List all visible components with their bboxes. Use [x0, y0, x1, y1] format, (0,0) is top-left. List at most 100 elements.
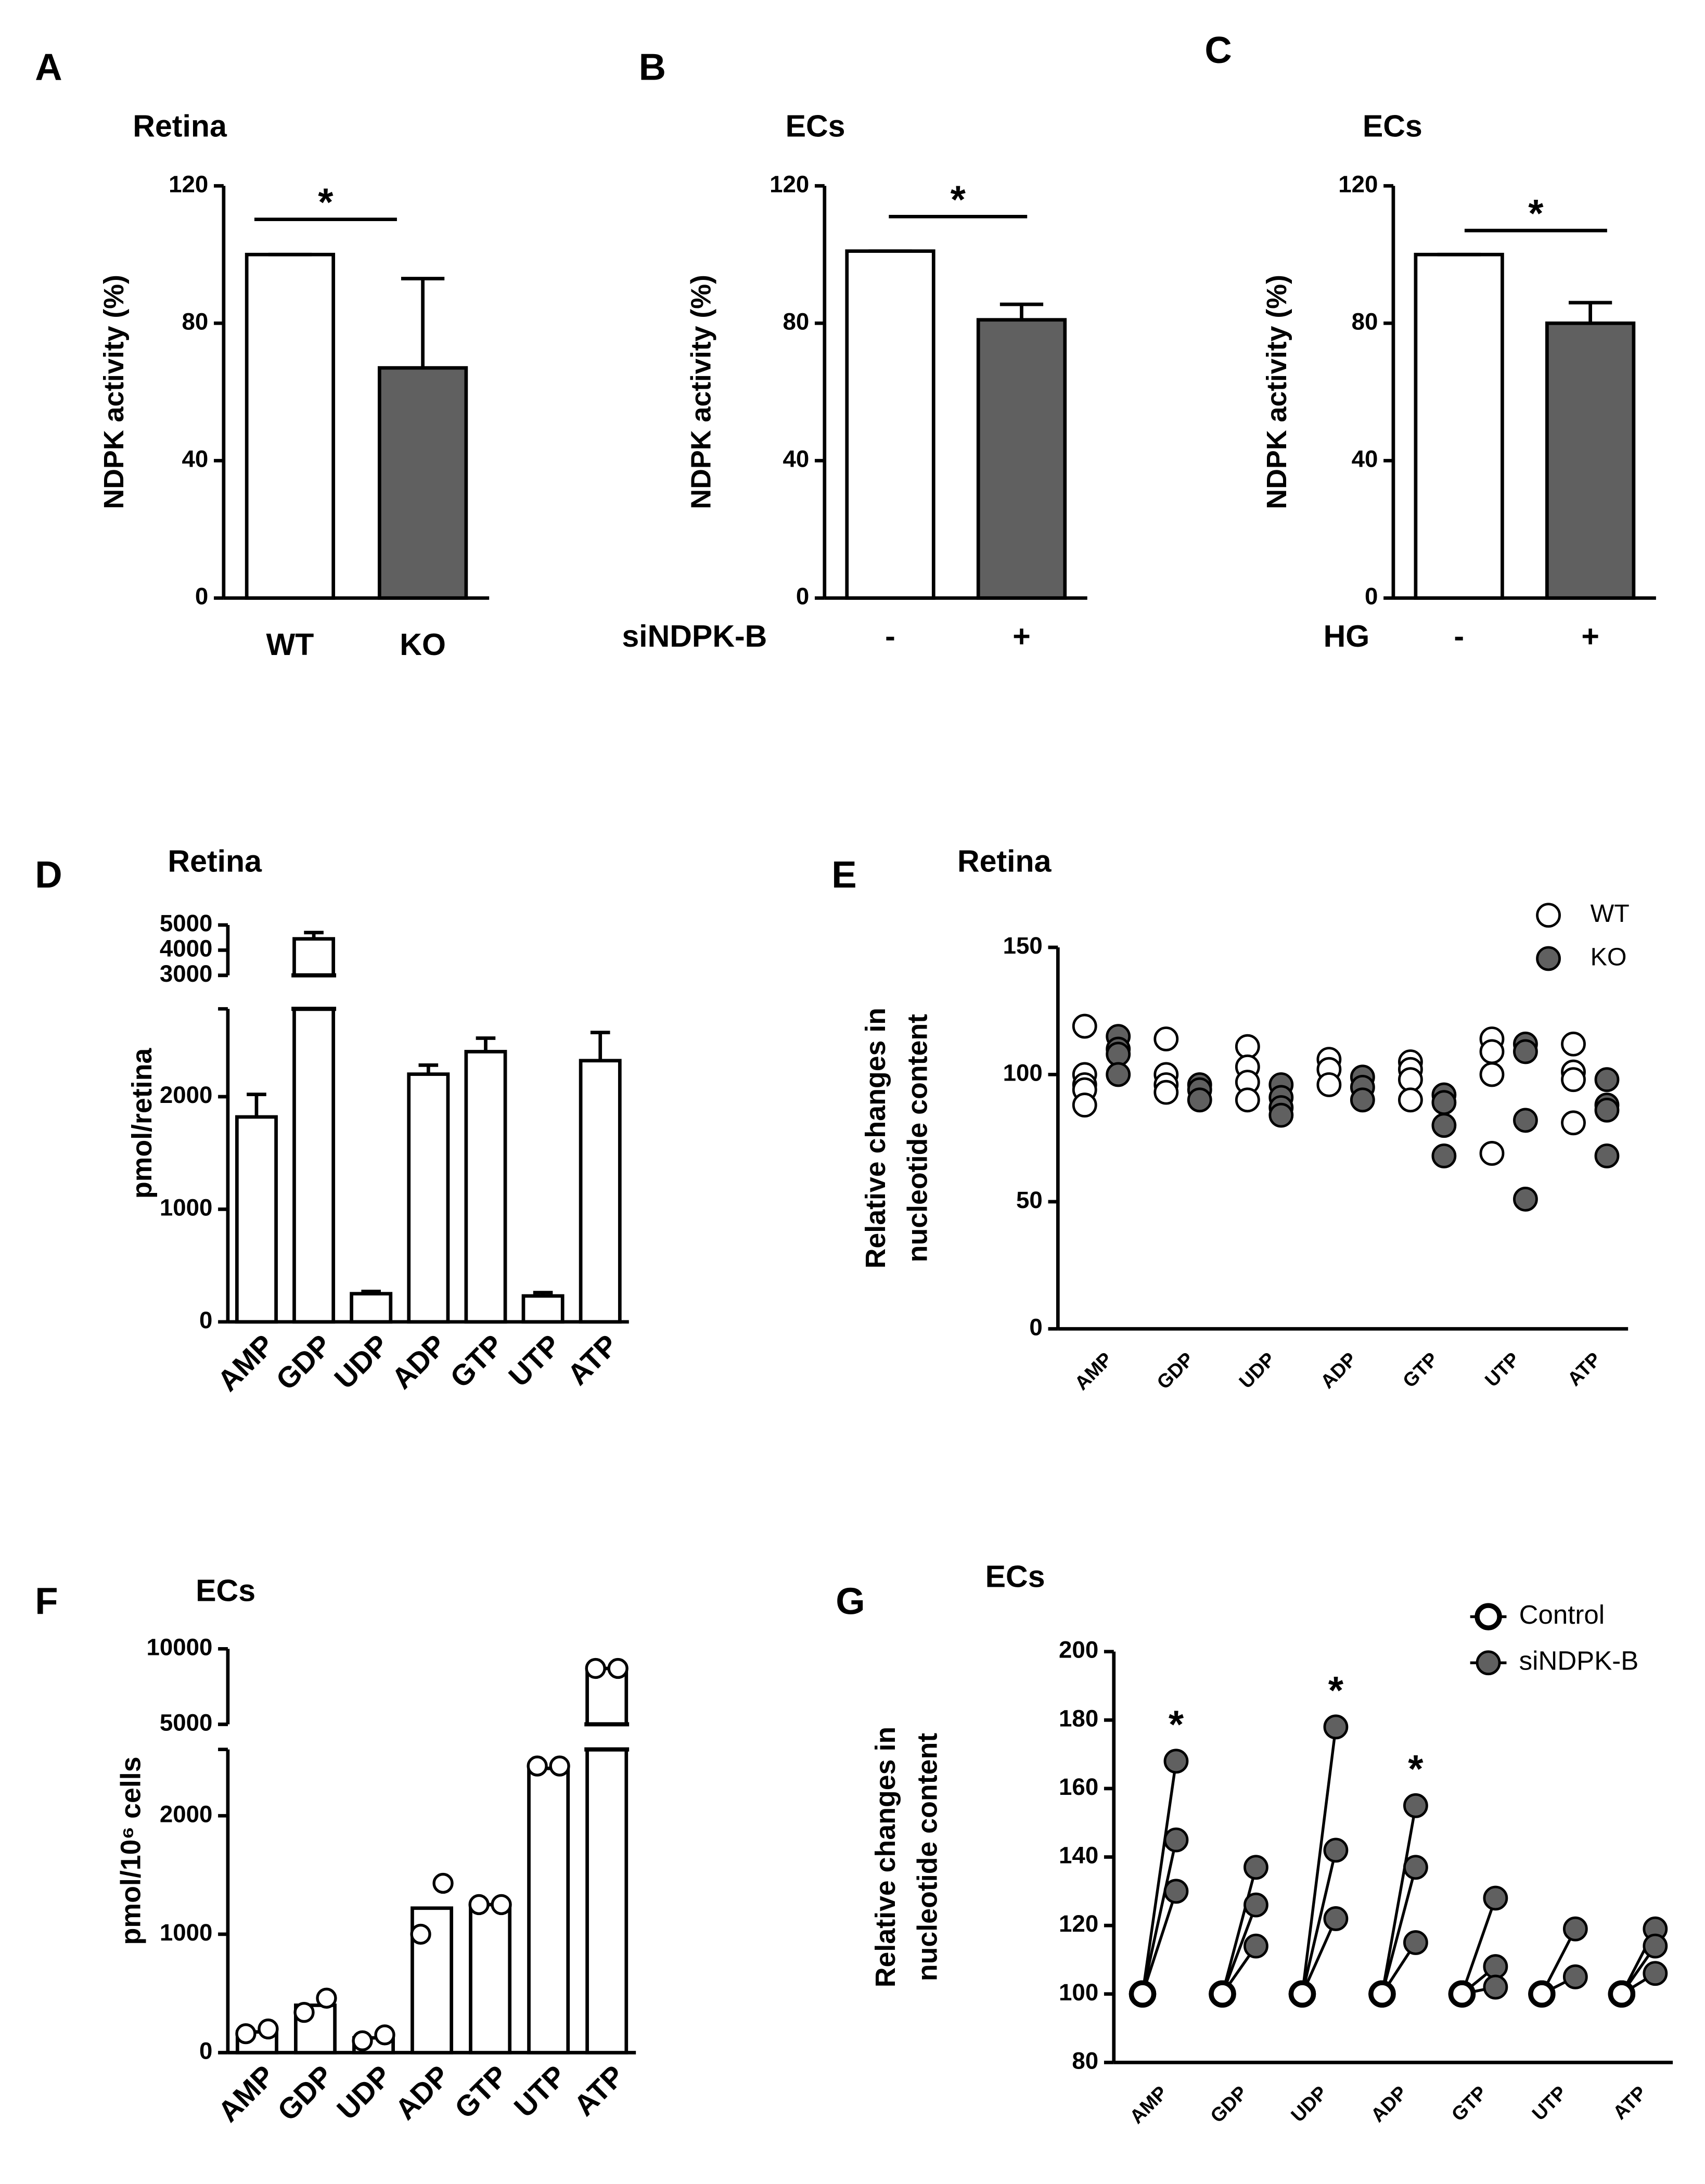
significance-label: *: [1328, 1668, 1344, 1712]
data-point: [1187, 1087, 1212, 1113]
data-point: [1562, 1916, 1588, 1942]
y-tick-label: 100: [1059, 1979, 1098, 2006]
y-tick-label: 2000: [160, 1801, 213, 1827]
data-point: [352, 2030, 373, 2051]
legend-marker: [1536, 903, 1561, 928]
legend-label: Control: [1519, 1600, 1605, 1629]
data-point: [1153, 1080, 1179, 1105]
y-tick-label: 140: [1059, 1842, 1098, 1869]
significance-label: *: [1528, 191, 1544, 235]
data-point: [410, 1923, 431, 1945]
y-tick-label: 120: [1059, 1910, 1098, 1937]
y-tick-label: 40: [182, 446, 209, 472]
data-point: [1608, 1980, 1636, 2008]
bar: [407, 1072, 450, 1324]
x-tick-label: ADP: [1316, 1348, 1361, 1393]
data-point: [1561, 1110, 1586, 1136]
y-tick-label: 0: [199, 2038, 212, 2064]
x-tick-label: WT: [266, 627, 314, 662]
data-point: [1244, 1892, 1268, 1918]
x-tick-label: AMP: [1070, 1348, 1117, 1394]
significance-label: *: [1169, 1703, 1184, 1746]
data-point: [1398, 1067, 1423, 1093]
x-tick-label: UDP: [1235, 1348, 1279, 1393]
x-tick-label: KO: [400, 627, 446, 662]
y-tick-label: 1000: [160, 1919, 213, 1946]
data-point: [1528, 1980, 1556, 2008]
bar: [845, 249, 935, 600]
data-point: [1163, 1879, 1189, 1904]
data-point: [235, 2023, 257, 2045]
bar: [292, 1007, 336, 1324]
data-point: [1479, 1062, 1505, 1087]
y-tick-label: 0: [1365, 583, 1378, 610]
x-tick-label: ADP: [389, 2059, 456, 2126]
panel-letter: A: [35, 46, 62, 88]
bar: [411, 1906, 454, 2054]
bar: [292, 937, 336, 978]
significance-label: *: [318, 181, 334, 224]
pair-line: [1301, 1918, 1337, 1995]
y-tick-label: 200: [1059, 1637, 1098, 1663]
y-tick-label: 80: [1072, 2047, 1098, 2074]
x-tick-label: ATP: [1609, 2082, 1651, 2124]
y-tick-label: 0: [1029, 1314, 1042, 1340]
data-point: [1235, 1034, 1260, 1059]
x-tick-label: GTP: [444, 1328, 510, 1394]
pair-line: [1380, 1867, 1417, 1995]
data-point: [1323, 1714, 1349, 1740]
data-point: [1072, 1013, 1097, 1039]
data-point: [468, 1894, 490, 1916]
x-tick-label: +: [1581, 619, 1599, 653]
y-tick-label: 0: [199, 1307, 212, 1333]
x-tick-label: GDP: [270, 1328, 338, 1396]
y-tick-label: 160: [1059, 1774, 1098, 1800]
bar: [245, 252, 336, 600]
x-tick-label: UTP: [502, 1328, 567, 1393]
pair-line: [1221, 1904, 1258, 1995]
data-point: [1163, 1749, 1189, 1774]
data-point: [1513, 1039, 1538, 1064]
data-point: [293, 2001, 315, 2023]
legend-marker: [1475, 1603, 1502, 1630]
panel-letter: F: [35, 1581, 58, 1623]
data-point: [1244, 1855, 1268, 1880]
chart-title: ECs: [196, 1573, 255, 1608]
data-point: [316, 1987, 337, 2009]
data-point: [1106, 1042, 1131, 1067]
bar: [469, 1903, 512, 2054]
x-tick-label: UTP: [508, 2059, 572, 2124]
x-tick-label: GTP: [1447, 2082, 1491, 2125]
pair-line: [1460, 1897, 1497, 1995]
panel-letter: D: [35, 854, 62, 896]
bar: [527, 1766, 570, 2054]
x-tick-label: GDP: [1152, 1348, 1198, 1393]
error-bar: [999, 302, 1044, 320]
x-tick-label: ADP: [1366, 2082, 1411, 2126]
data-point: [1403, 1930, 1428, 1955]
data-point: [1643, 1933, 1668, 1959]
error-bar: [361, 1290, 381, 1294]
pair-line: [1141, 1891, 1178, 1995]
panel-letter: G: [836, 1581, 865, 1623]
data-point: [1268, 1102, 1294, 1128]
x-tick-label: -: [885, 619, 895, 653]
y-tick-label: 10000: [146, 1634, 212, 1660]
bar: [585, 1748, 629, 2054]
y-axis-label: pmol/10⁶ cells: [115, 1756, 146, 1945]
y-tick-label: 120: [169, 171, 208, 197]
y-tick-label: 1000: [160, 1194, 213, 1221]
bar: [976, 318, 1067, 600]
y-tick-label: 120: [770, 171, 809, 197]
x-tick-label: +: [1012, 619, 1031, 653]
data-point: [1594, 1143, 1620, 1168]
y-tick-label: 80: [1352, 308, 1378, 335]
y-tick-label: 5000: [160, 1709, 213, 1736]
bar: [235, 1115, 278, 1324]
data-point: [1350, 1087, 1375, 1113]
x-tick-label: ADP: [385, 1328, 452, 1395]
data-point: [1479, 1039, 1505, 1064]
data-point: [1323, 1838, 1349, 1863]
data-point: [1403, 1793, 1428, 1818]
legend-label: siNDPK-B: [1519, 1646, 1639, 1676]
